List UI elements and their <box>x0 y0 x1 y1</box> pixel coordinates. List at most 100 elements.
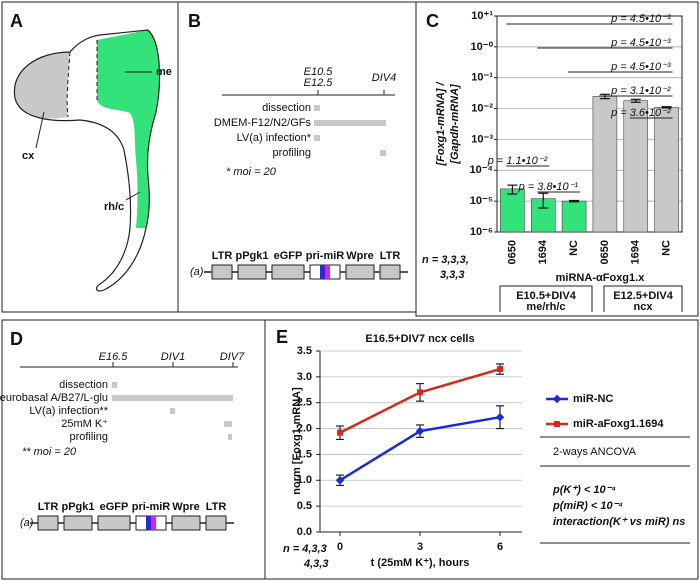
construct-element <box>37 515 59 531</box>
step-label: Neurobasal A/B27/L-glu <box>0 392 108 404</box>
group-bracket <box>603 285 683 312</box>
construct-label: pPgk1 <box>235 250 268 262</box>
mir-stripe <box>151 516 156 530</box>
x-tick-label: 1694 <box>537 239 549 264</box>
timepoint-label: E12.5 <box>304 77 334 89</box>
y-tick-label: 10⁻⁵ <box>470 195 493 207</box>
step-label: LV(a) infection** <box>29 405 108 417</box>
stats-line: interaction(K⁺ vs miR) ns <box>553 516 685 528</box>
construct-tag: (a) <box>20 517 34 529</box>
group-bracket <box>499 285 593 312</box>
n-label: n = 3,3,3, <box>422 254 469 266</box>
construct-element <box>237 264 267 280</box>
construct-label: Wpre <box>172 501 200 513</box>
construct-label: pPgk1 <box>61 501 94 513</box>
step-label: profiling <box>272 147 311 159</box>
p-value: p = 1.1•10⁻² <box>487 155 548 167</box>
group-label: E10.5+DIV4 <box>516 290 577 302</box>
construct-element <box>97 515 131 531</box>
x-tick-label: NC <box>660 240 672 256</box>
n-label: n = 4,3,3 <box>283 543 327 555</box>
group-region: ncx <box>634 301 654 313</box>
x-tick-label: 0 <box>337 541 343 553</box>
cortex-region <box>14 52 71 119</box>
footnote: * moi = 20 <box>226 166 277 178</box>
n-label: 4,3,3 <box>303 558 328 570</box>
construct-tag: (a) <box>190 266 204 278</box>
boundary <box>66 51 71 118</box>
step-bar <box>112 395 233 401</box>
chart-title: E16.5+DIV7 ncx cells <box>365 333 474 345</box>
panel-letter: B <box>188 11 201 31</box>
timepoint-label: E10.5 <box>304 66 334 78</box>
p-value: p = 3.1•10⁻² <box>610 85 671 97</box>
group-label: E12.5+DIV4 <box>613 290 674 302</box>
construct-element <box>271 264 305 280</box>
construct-label: Wpre <box>346 250 374 262</box>
y-tick-label: 1.0 <box>297 474 312 486</box>
x-tick-label: 0650 <box>599 240 611 264</box>
construct-element <box>171 515 201 531</box>
step-bar <box>112 382 117 388</box>
timepoint-label: DIV4 <box>372 72 396 84</box>
panel-frame <box>415 1 699 317</box>
step-label: LV(a) infection* <box>237 132 312 144</box>
construct-element <box>205 515 227 531</box>
x-tick-label: 3 <box>417 541 423 553</box>
bar <box>561 200 587 233</box>
y-axis-label: [Gapdh-mRNA] <box>449 84 461 165</box>
error-bar <box>630 98 641 103</box>
legend-label: miR-NC <box>573 393 613 405</box>
bar <box>592 95 618 233</box>
construct-label: LTR <box>380 250 401 262</box>
construct-element <box>211 264 233 280</box>
timepoint-label: DIV1 <box>161 351 185 363</box>
stats-line: p(miR) < 10⁻⁴ <box>552 500 623 512</box>
region-label: rh/c <box>104 201 124 213</box>
timepoint-label: DIV7 <box>220 351 245 363</box>
construct-label: LTR <box>212 250 233 262</box>
y-tick-label: 1.5 <box>297 448 312 460</box>
timepoint-label: E16.5 <box>99 351 129 363</box>
mir-stripe <box>320 265 325 279</box>
y-tick-label: 3.0 <box>297 371 312 383</box>
y-tick-label: 10⁻⁶ <box>470 226 493 238</box>
panel-letter: D <box>10 329 23 349</box>
bar <box>623 100 649 233</box>
step-label: profiling <box>69 431 108 443</box>
step-bar <box>314 135 320 141</box>
region-label: cx <box>22 150 35 162</box>
construct-label: eGFP <box>100 501 129 513</box>
construct-label: eGFP <box>274 250 303 262</box>
point <box>335 476 345 485</box>
step-bar <box>380 150 386 156</box>
error-bar <box>538 192 549 209</box>
region-label: me <box>156 66 172 78</box>
y-axis-label: norm [Foxg1-mRNA] <box>291 387 303 495</box>
green-region <box>97 30 160 228</box>
step-bar <box>170 408 175 414</box>
construct-element <box>63 515 93 531</box>
p-value: p = 3.8•10⁻¹ <box>518 181 579 193</box>
error-bar <box>661 106 672 109</box>
mir-stripe <box>325 265 330 279</box>
error-bar <box>569 199 580 203</box>
y-tick-label: 3.5 <box>297 345 312 357</box>
point <box>497 366 503 373</box>
bar <box>500 188 525 233</box>
brain-drawing <box>13 29 161 292</box>
stats-test: 2-ways ANCOVA <box>553 446 637 458</box>
panel-letter: A <box>10 11 23 31</box>
x-axis-label: miRNA-αFoxg1.x <box>556 272 646 284</box>
step-label: DMEM-F12/N2/GFs <box>214 117 312 129</box>
construct-element <box>345 264 375 280</box>
y-tick-label: 0.5 <box>297 500 312 512</box>
brain-outline <box>13 29 161 292</box>
point <box>415 426 425 436</box>
x-axis-label: t (25mM K⁺), hours <box>371 557 470 569</box>
mir-stripe <box>146 516 151 530</box>
y-tick-label: 10⁻¹ <box>471 72 493 84</box>
panel-letter: E <box>276 327 288 347</box>
y-axis-label: [Foxg1-mRNA] / <box>435 81 447 167</box>
